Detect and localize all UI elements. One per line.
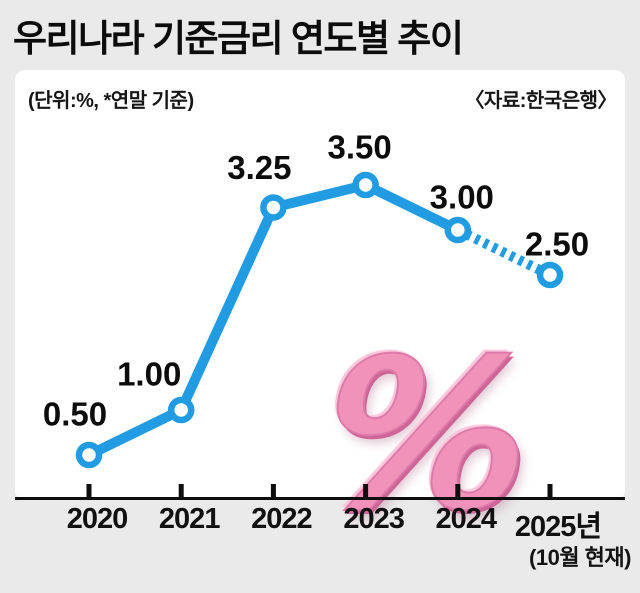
x-axis-line [15, 497, 625, 500]
x-axis-label: 2022 [251, 503, 313, 535]
data-point-marker [260, 194, 287, 221]
x-axis-label: 2025년 [514, 511, 602, 543]
as-of-footnote: (10월 현재) [529, 545, 631, 570]
unit-note: (단위:%, *연말 기준) [28, 90, 194, 112]
chart-panel: (단위:%, *연말 기준) 〈자료:한국은행〉 % 0.50 1.00 3.25 3… [15, 70, 625, 558]
data-point-marker [75, 441, 103, 469]
data-point-marker [536, 261, 564, 289]
x-axis-tick [178, 484, 184, 497]
data-point-marker [352, 171, 379, 199]
source-note: 〈자료:한국은행〉 [464, 90, 617, 112]
x-axis-label: 2021 [158, 503, 221, 535]
data-point-label: 0.50 [43, 396, 107, 433]
page-title: 우리나라 기준금리 연도별 추이 [13, 18, 464, 59]
x-axis-label: 2023 [343, 503, 405, 535]
x-axis-tick [270, 484, 276, 497]
x-axis-tick [455, 484, 461, 497]
x-axis-labels: 2020 2021 2022 2023 2024 2025년 [0, 503, 640, 543]
rate-line-chart: 0.50 1.00 3.25 3.50 3.00 2.50 [15, 129, 625, 500]
data-point-marker [167, 396, 195, 424]
x-axis-tick [363, 484, 369, 497]
data-point-marker [444, 216, 472, 244]
data-point-label: 1.00 [117, 356, 181, 393]
x-axis-label: 2020 [66, 503, 129, 535]
x-axis-tick [86, 484, 92, 497]
data-point-label: 3.00 [430, 179, 494, 216]
data-point-label: 3.50 [327, 129, 391, 166]
x-axis-tick [547, 484, 553, 497]
rate-line-solid [86, 180, 460, 460]
data-point-label: 3.25 [227, 149, 291, 186]
data-point-label: 2.50 [525, 226, 589, 263]
x-axis-label: 2024 [435, 503, 498, 535]
rate-line-projected [455, 225, 553, 280]
